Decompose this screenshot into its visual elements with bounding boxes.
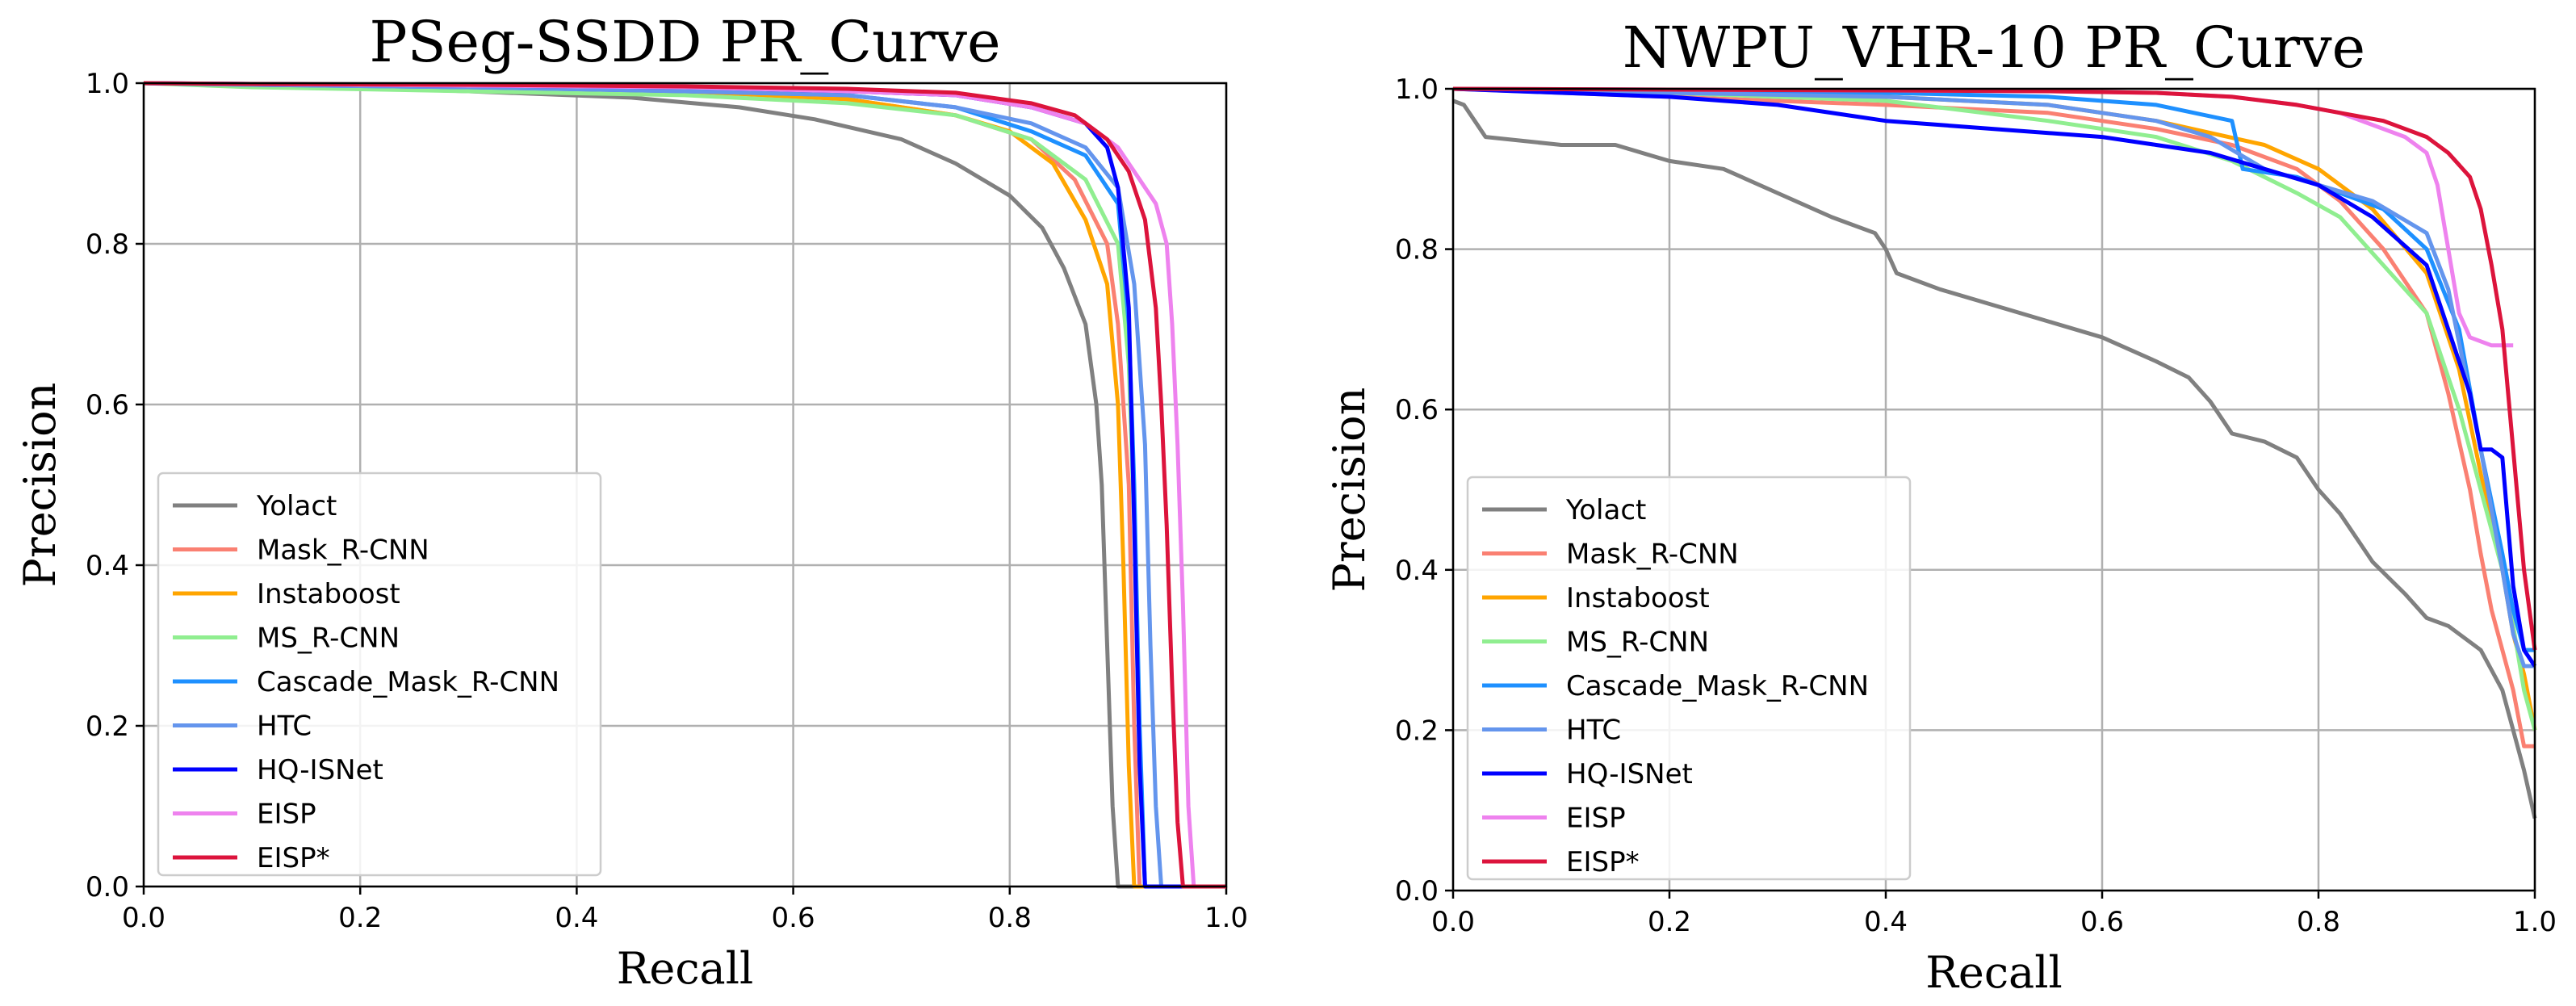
y-axis-label: Precision (15, 383, 65, 588)
y-tick-label: 0.2 (1395, 715, 1439, 747)
chart-title: PSeg-SSDD PR_Curve (370, 9, 1001, 75)
legend-label: HTC (257, 710, 312, 743)
x-axis-label: Recall (1925, 947, 2063, 998)
legend-label: Instaboost (1566, 582, 1710, 614)
y-tick-label: 0.6 (1395, 394, 1439, 426)
legend-label: Yolact (1565, 494, 1646, 526)
x-tick-label: 0.6 (2080, 906, 2124, 938)
legend-label: Instaboost (257, 578, 400, 610)
legend-label: Cascade_Mask_R-CNN (1566, 670, 1869, 702)
legend-box (1466, 476, 1912, 881)
legend-label: HQ-ISNet (1566, 758, 1693, 790)
y-tick-label: 0.4 (1395, 555, 1439, 587)
legend-label: EISP* (1566, 846, 1640, 878)
x-tick-label: 0.6 (772, 902, 815, 934)
x-axis-label: Recall (617, 943, 754, 994)
x-tick-label: 0.4 (1864, 906, 1908, 938)
legend-label: MS_R-CNN (257, 622, 400, 655)
y-tick-label: 0.6 (86, 389, 129, 421)
x-tick-label: 0.2 (338, 902, 382, 934)
legend-label: Yolact (256, 490, 337, 522)
y-tick-label: 0.0 (86, 871, 129, 903)
chart-title: NWPU_VHR-10 PR_Curve (1623, 15, 2365, 81)
legend-label: EISP (1566, 803, 1626, 835)
axes-frame (142, 82, 1228, 888)
chart-panel-2: 0.0 0.2 0.4 0.6 0.8 1.0 0.0 0.2 0.4 0.6 0.8 1.0 NWPU… (1324, 15, 2557, 998)
legend-label: Mask_R-CNN (1566, 539, 1739, 571)
series-line-mask-r-cnn (1453, 86, 2535, 748)
legend: Yolact Mask_R-CNN Instaboost MS_R-CNN Cascad… (157, 472, 602, 877)
x-tick-label: 0.4 (555, 902, 598, 934)
y-tick-label: 0.2 (86, 710, 129, 743)
y-tick-label: 0.4 (86, 550, 129, 582)
y-tick-label: 0.8 (1395, 234, 1439, 266)
y-tick-label: 1.0 (86, 68, 129, 100)
legend-label: Mask_R-CNN (257, 534, 429, 567)
x-tick-label: 0.8 (988, 902, 1032, 934)
y-tick-label: 1.0 (1395, 73, 1439, 106)
series-line-eisp- (144, 81, 1226, 889)
legend-label: MS_R-CNN (1566, 627, 1709, 659)
x-tick-label: 0.2 (1648, 906, 1691, 938)
legend-label: EISP* (257, 842, 330, 874)
axes-frame (1451, 87, 2536, 892)
series-line-yolact (1453, 99, 2537, 819)
series-line-hq-isnet (1453, 86, 2537, 668)
legend-label: Cascade_Mask_R-CNN (257, 666, 559, 698)
series-line-yolact (144, 81, 1226, 889)
series-line-htc (1453, 86, 2535, 669)
x-tick-label: 1.0 (2513, 906, 2557, 938)
x-tick-label: 0.0 (122, 902, 165, 934)
legend-label: HTC (1566, 715, 1621, 747)
x-tick-label: 1.0 (1204, 902, 1248, 934)
x-tick-label: 0.0 (1431, 906, 1475, 938)
chart-panel-1: 0.0 0.2 0.4 0.6 0.8 1.0 0.0 0.2 0.4 0.6 0.8 1.0 PSeg… (15, 9, 1248, 994)
series-line-eisp- (1453, 86, 2537, 651)
y-tick-label: 0.8 (86, 228, 129, 261)
y-tick-label: 0.0 (1395, 875, 1439, 907)
legend: Yolact Mask_R-CNN Instaboost MS_R-CNN Cascad… (1466, 476, 1912, 881)
legend-label: HQ-ISNet (257, 754, 383, 786)
series-line-htc (144, 81, 1226, 889)
legend-box (157, 472, 602, 877)
legend-label: EISP (257, 799, 316, 831)
x-tick-label: 0.8 (2297, 906, 2340, 938)
y-axis-label: Precision (1324, 388, 1375, 593)
